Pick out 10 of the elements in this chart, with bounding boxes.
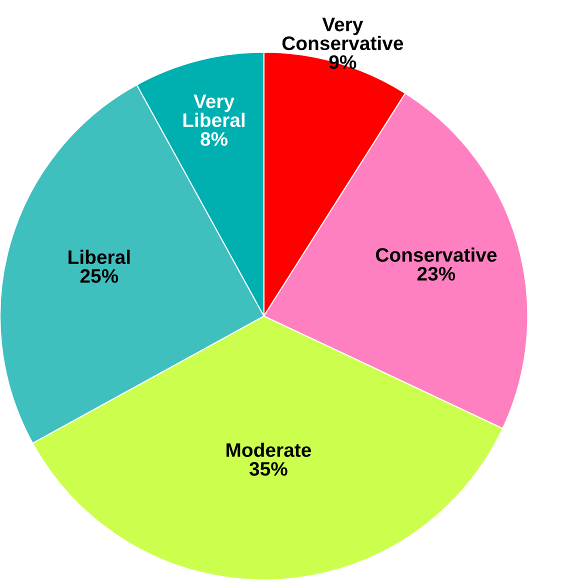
slice-label: Very Liberal bbox=[183, 94, 245, 128]
data-label: 8% bbox=[200, 132, 228, 146]
slice-label: Moderate bbox=[226, 442, 312, 457]
data-label: 23% bbox=[417, 266, 456, 281]
data-label: 9% bbox=[329, 55, 356, 69]
data-label: 35% bbox=[249, 462, 288, 476]
data-label: 25% bbox=[80, 269, 118, 283]
slice-label: Liberal bbox=[68, 250, 130, 264]
slice-label: Conservative bbox=[376, 248, 497, 262]
slice-label: Very Conservative bbox=[282, 18, 404, 50]
